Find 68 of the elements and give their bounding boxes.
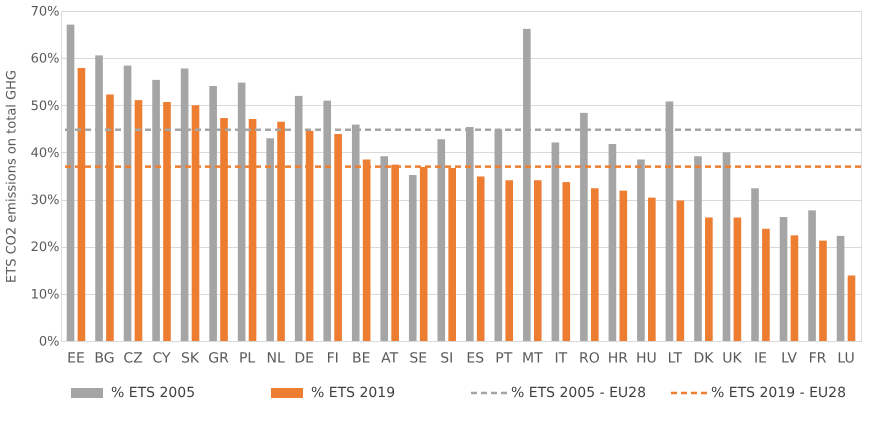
x-tick-label: SI [440, 350, 454, 366]
x-tick-label: HU [636, 350, 657, 366]
bar [608, 144, 616, 341]
bar [819, 240, 827, 341]
x-tick-label: LU [837, 350, 855, 366]
bar [694, 156, 702, 341]
bar [620, 190, 628, 341]
x-tick-label: PL [238, 350, 256, 366]
x-tick-label: NL [266, 350, 285, 366]
bar [808, 210, 816, 341]
x-tick-label: CZ [123, 350, 143, 366]
legend-label: % ETS 2019 - EU28 [711, 385, 846, 401]
bar [780, 217, 788, 341]
x-tick-label: FI [326, 350, 339, 366]
bar [505, 180, 514, 341]
bar [266, 138, 274, 341]
bar [590, 188, 599, 341]
bar [437, 139, 446, 341]
x-tick-label: PT [495, 350, 513, 366]
legend-label: % ETS 2005 [111, 385, 196, 401]
x-tick-label: MT [522, 350, 544, 366]
bar [722, 152, 730, 341]
x-tick-label: DK [693, 350, 714, 366]
bar [648, 198, 656, 341]
y-tick-label: 40% [30, 146, 60, 161]
x-tick-label: IT [554, 350, 568, 366]
y-tick-label: 30% [30, 193, 60, 208]
x-tick-label: SK [181, 350, 200, 366]
bar [836, 236, 844, 341]
bar [762, 228, 770, 341]
legend-label: % ETS 2019 [311, 385, 396, 401]
bar [705, 217, 713, 341]
x-tick-label: EE [67, 350, 85, 366]
y-tick-label: 20% [30, 240, 60, 256]
legend-label: % ETS 2005 - EU28 [511, 385, 646, 401]
y-tick-label: 50% [30, 98, 60, 114]
y-tick-label: 70% [30, 4, 60, 20]
x-tick-label: LV [781, 350, 798, 366]
y-tick-label: 60% [30, 52, 60, 67]
x-tick-label: UK [722, 350, 742, 366]
bar [734, 217, 742, 341]
bar [552, 142, 560, 341]
bar [751, 188, 759, 341]
bar [562, 182, 570, 341]
bar [676, 200, 684, 341]
x-tick-label: SE [409, 350, 428, 366]
x-tick-label: GR [208, 350, 230, 366]
y-tick-label: 10% [30, 287, 60, 302]
x-tick-label: HR [608, 350, 628, 366]
bar [408, 175, 417, 341]
bar [848, 275, 856, 341]
x-tick-label: ES [466, 350, 484, 366]
bar [476, 176, 485, 341]
x-tick-label: BE [352, 350, 370, 366]
x-tick-label: BG [94, 350, 115, 366]
x-tick-label: IE [754, 350, 767, 366]
y-axis-title: ETS CO2 emissions on total GHG [4, 70, 20, 283]
x-tick-label: RO [578, 350, 600, 366]
bar [637, 160, 645, 341]
x-tick-label: AT [381, 350, 399, 366]
bar [534, 180, 542, 341]
x-tick-label: CY [152, 350, 172, 366]
x-tick-label: FR [808, 350, 827, 366]
bar [790, 235, 798, 341]
x-tick-label: DE [294, 350, 314, 366]
x-tick-label: LT [668, 350, 683, 366]
y-tick-label: 0% [38, 334, 60, 350]
bar [380, 156, 388, 341]
